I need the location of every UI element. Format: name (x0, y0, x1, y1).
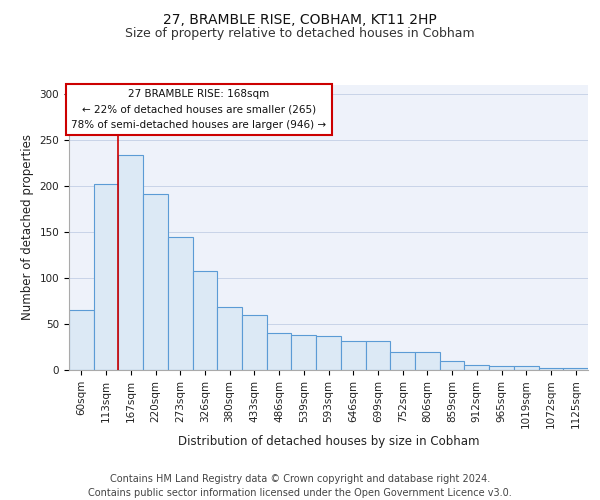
Bar (94, 184, 118, 370)
Bar (118, 155, 143, 370)
Text: 27, BRAMBLE RISE, COBHAM, KT11 2HP: 27, BRAMBLE RISE, COBHAM, KT11 2HP (163, 12, 437, 26)
Text: 27 BRAMBLE RISE: 168sqm
← 22% of detached houses are smaller (265)
78% of semi-d: 27 BRAMBLE RISE: 168sqm ← 22% of detache… (71, 90, 326, 130)
Bar (539, 368, 563, 370)
Bar (514, 366, 539, 370)
Bar (217, 308, 242, 370)
Text: Contains HM Land Registry data © Crown copyright and database right 2024.
Contai: Contains HM Land Registry data © Crown c… (88, 474, 512, 498)
Y-axis label: Number of detached properties: Number of detached properties (21, 134, 34, 320)
Bar (316, 336, 341, 370)
Bar (69, 310, 94, 370)
Bar (365, 340, 390, 370)
Bar (143, 194, 168, 370)
X-axis label: Distribution of detached houses by size in Cobham: Distribution of detached houses by size … (178, 436, 479, 448)
Bar (563, 368, 588, 370)
Bar (415, 352, 440, 370)
Bar (193, 270, 217, 370)
Bar (341, 340, 365, 370)
Text: Size of property relative to detached houses in Cobham: Size of property relative to detached ho… (125, 28, 475, 40)
Bar (292, 335, 316, 370)
Bar (390, 352, 415, 370)
Bar (242, 315, 267, 370)
Bar (267, 333, 292, 370)
Bar (489, 366, 514, 370)
Bar (464, 366, 489, 370)
Bar (168, 236, 193, 370)
Bar (440, 361, 464, 370)
